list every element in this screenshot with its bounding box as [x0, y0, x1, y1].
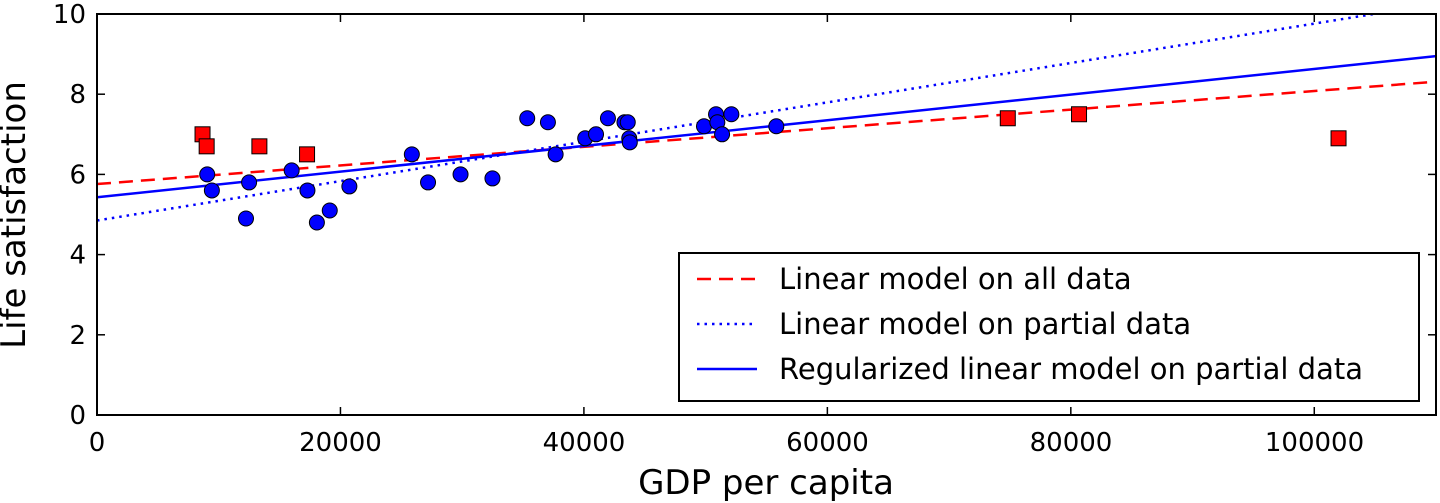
- data-point-circle: [539, 114, 556, 131]
- y-tick-label: 2: [69, 321, 86, 351]
- y-tick-label: 4: [69, 241, 86, 271]
- data-point-circle: [723, 106, 740, 123]
- regression-line-dashed: [97, 80, 1436, 186]
- legend-label: Regularized linear model on partial data: [779, 352, 1363, 386]
- data-point-circle: [696, 118, 713, 135]
- x-axis-label: GDP per capita: [638, 463, 894, 503]
- x-tick-label: 40000: [543, 428, 626, 458]
- data-point-circle: [341, 178, 358, 195]
- data-point-circle: [599, 110, 616, 127]
- data-point-circle: [452, 166, 469, 183]
- data-point-circle: [619, 114, 636, 131]
- plot-frame: [96, 13, 1437, 416]
- data-point-circle: [484, 170, 501, 187]
- data-point-circle: [547, 146, 564, 163]
- data-point-circle: [519, 110, 536, 127]
- data-point-circle: [714, 126, 731, 143]
- data-point-circle: [241, 174, 258, 191]
- data-point-circle: [420, 174, 437, 191]
- data-point-circle: [199, 166, 216, 183]
- x-tick-label: 60000: [786, 428, 869, 458]
- x-tick-label: 100000: [1265, 428, 1364, 458]
- data-point-square: [999, 110, 1016, 127]
- y-tick-label: 10: [53, 0, 86, 30]
- y-axis-label: Life satisfaction: [0, 81, 34, 349]
- data-point-square: [299, 146, 316, 163]
- legend-label: Linear model on partial data: [779, 307, 1191, 341]
- data-point-circle: [308, 214, 325, 231]
- y-tick-label: 6: [69, 160, 86, 190]
- data-point-circle: [237, 210, 254, 227]
- data-point-circle: [403, 146, 420, 163]
- data-point-square: [198, 138, 215, 155]
- data-point-square: [1071, 106, 1088, 123]
- data-point-circle: [203, 182, 220, 199]
- data-point-circle: [621, 134, 638, 151]
- legend-label: Linear model on all data: [779, 262, 1132, 296]
- x-tick-label: 0: [89, 428, 106, 458]
- regression-lines: [97, 14, 1436, 222]
- data-point-square: [251, 138, 268, 155]
- x-tick-label: 80000: [1030, 428, 1113, 458]
- data-point-circle: [768, 118, 785, 135]
- data-point-circle: [321, 202, 338, 219]
- data-point-circle: [299, 182, 316, 199]
- regression-line-solid: [97, 54, 1436, 199]
- legend: Linear model on all data Linear model on…: [678, 252, 1420, 402]
- y-tick-label: 0: [69, 401, 86, 431]
- data-point-circle: [588, 126, 605, 143]
- y-tick-label: 8: [69, 80, 86, 110]
- data-point-circle: [283, 162, 300, 179]
- axis-ticks: [96, 13, 1436, 416]
- x-tick-label: 20000: [299, 428, 382, 458]
- regression-line-dotted: [97, 14, 1382, 222]
- data-points: [194, 106, 1347, 231]
- legend-box: [678, 252, 1420, 402]
- data-point-square: [1330, 130, 1347, 147]
